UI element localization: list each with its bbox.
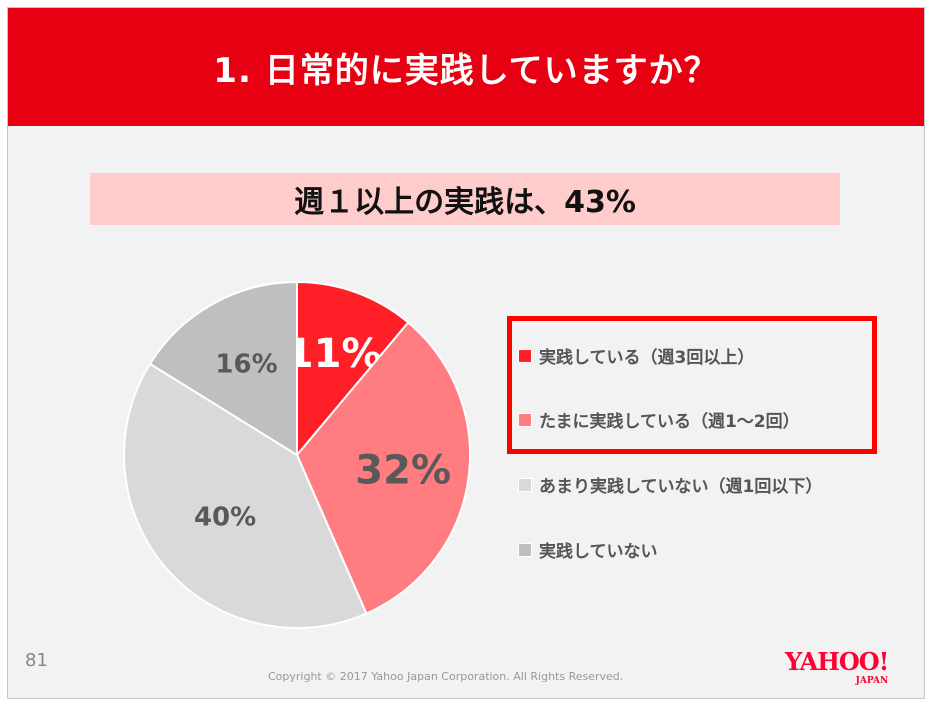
legend-swatch xyxy=(518,412,532,427)
slide-title: 1. 日常的に実践していますか？ xyxy=(8,8,924,126)
legend-label: 実践している（週3回以上） xyxy=(539,348,755,368)
slice-data-label: 16% xyxy=(215,349,277,379)
legend-swatch xyxy=(518,477,532,492)
pie-slice xyxy=(122,362,368,629)
legend-item: たまに実践している（週1〜2回） xyxy=(518,407,800,432)
legend-label: あまり実践していない（週1回以下） xyxy=(539,477,823,497)
page-number: 81 xyxy=(25,650,48,671)
legend-highlight-box xyxy=(507,316,877,454)
legend-item: あまり実践していない（週1回以下） xyxy=(518,472,822,497)
summary-banner: 週１以上の実践は、43% xyxy=(90,173,840,225)
slide: 1. 日常的に実践していますか？ 週１以上の実践は、43% xyxy=(7,7,925,699)
slice-data-label: 40% xyxy=(194,502,256,532)
copyright: Copyright © 2017 Yahoo Japan Corporation… xyxy=(268,670,624,683)
legend-swatch xyxy=(518,348,532,363)
yahoo-japan-logo: YAHOO! JAPAN xyxy=(785,647,889,687)
pie-slice xyxy=(296,280,410,458)
legend-swatch xyxy=(518,542,532,557)
slice-data-label: 32% xyxy=(355,447,451,493)
legend-label: 実践していない xyxy=(539,542,658,562)
legend-item: 実践している（週3回以上） xyxy=(518,343,754,368)
pie-slice xyxy=(148,280,298,457)
legend-label: たまに実践している（週1〜2回） xyxy=(539,412,800,432)
slice-data-label: 11% xyxy=(286,331,382,377)
pie-slice xyxy=(295,321,471,615)
legend-item: 実践していない xyxy=(518,537,658,562)
